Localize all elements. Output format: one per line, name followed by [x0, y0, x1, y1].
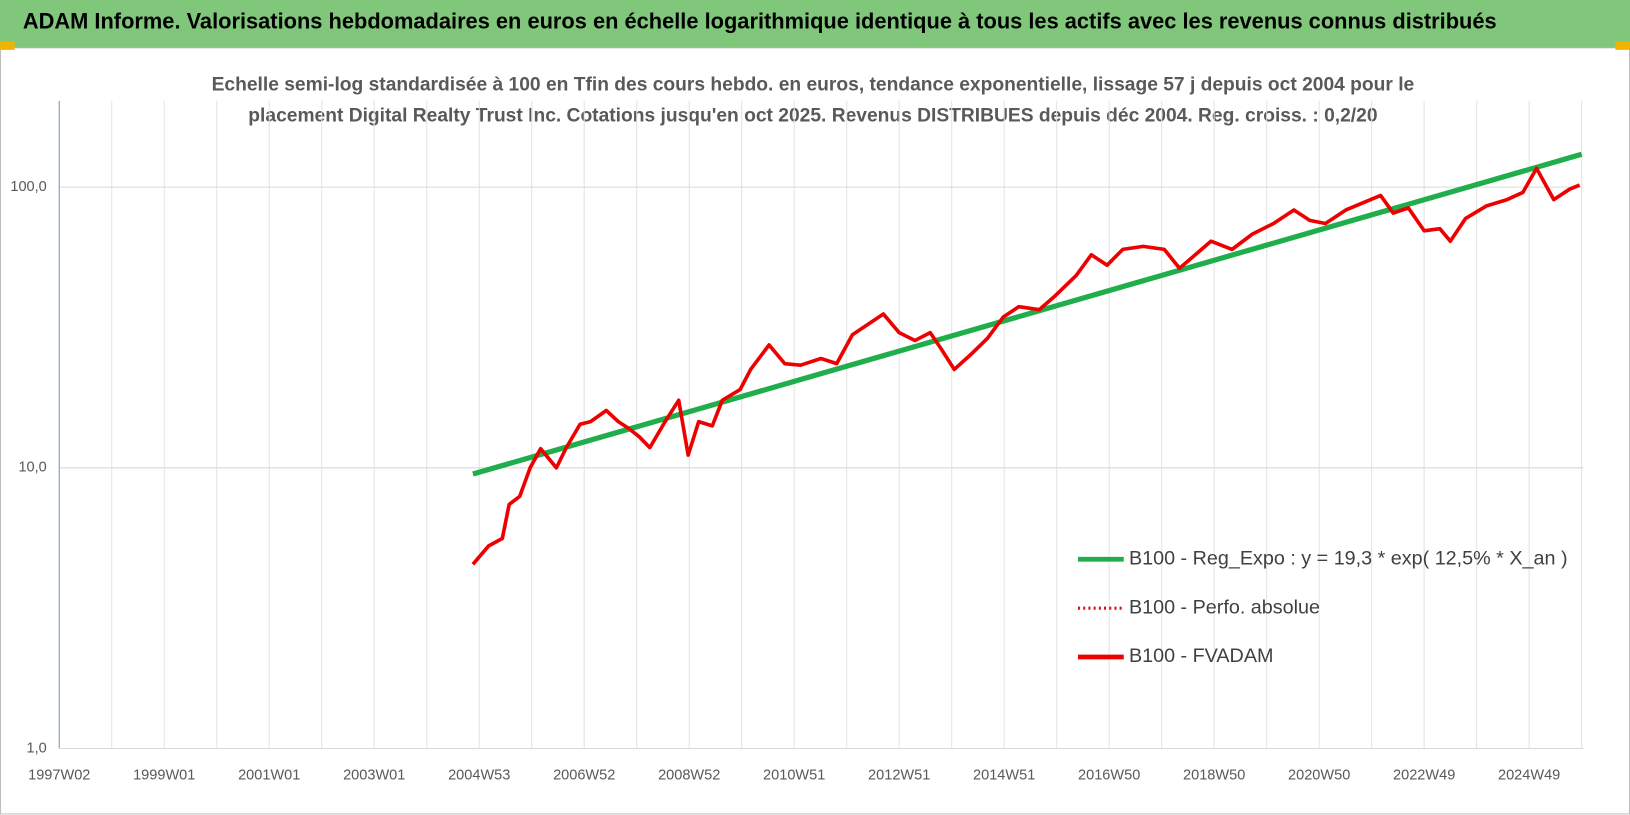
- legend-label: B100 - Reg_Expo : y = 19,3 * exp( 12,5% …: [1129, 547, 1568, 569]
- chart-title: placement Digital Realty Trust Inc. Cota…: [248, 106, 1377, 127]
- legend-label: B100 - Perfo. absolue: [1129, 596, 1320, 618]
- x-tick-label: 2001W01: [238, 767, 300, 783]
- series-line: [471, 166, 1581, 566]
- x-tick-label: 2014W51: [973, 767, 1035, 783]
- header-title: ADAM Informe. Valorisations hebdomadaire…: [23, 9, 1497, 34]
- x-tick-label: 2022W49: [1393, 767, 1455, 783]
- x-tick-label: 2004W53: [448, 767, 510, 783]
- x-tick-label: 2012W51: [868, 767, 930, 783]
- x-tick-label: 1997W02: [28, 767, 90, 783]
- x-tick-label: 2008W52: [658, 767, 720, 783]
- x-tick-label: 2020W50: [1288, 767, 1350, 783]
- y-tick-label: 10,0: [18, 460, 46, 476]
- x-tick-label: 2018W50: [1183, 767, 1245, 783]
- x-tick-label: 2006W52: [553, 767, 615, 783]
- x-tick-label: 1999W01: [133, 767, 195, 783]
- legend-label: B100 - FVADAM: [1129, 645, 1274, 667]
- x-tick-label: 2010W51: [763, 767, 825, 783]
- x-tick-label: 2016W50: [1078, 767, 1140, 783]
- y-tick-label: 100,0: [10, 179, 46, 195]
- x-tick-label: 2024W49: [1498, 767, 1560, 783]
- corner: [0, 41, 15, 50]
- chart-title: Echelle semi-log standardisée à 100 en T…: [212, 74, 1415, 95]
- header-bar: [0, 0, 1630, 48]
- corner: [1615, 41, 1630, 50]
- y-tick-label: 1,0: [27, 740, 47, 756]
- x-tick-label: 2003W01: [343, 767, 405, 783]
- series-line: [472, 151, 1583, 477]
